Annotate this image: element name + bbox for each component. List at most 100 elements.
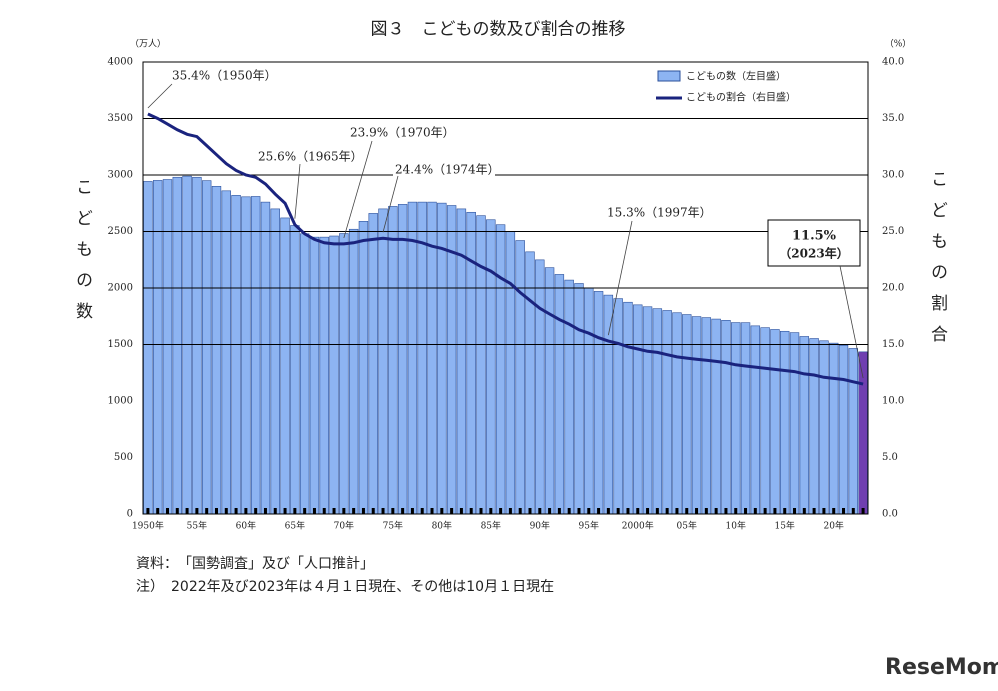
bar [505,231,516,515]
x-tick [861,508,865,514]
x-tick [548,508,552,514]
bar [515,240,525,515]
x-tick-label: 10年 [726,520,746,532]
x-tick-label: 90年 [530,520,550,532]
bar [760,327,770,515]
x-tick-label: 80年 [432,520,452,532]
bar [809,338,819,515]
annotation-arrow [294,163,301,219]
bar [691,316,702,515]
x-tick [822,508,826,514]
bar [388,206,398,515]
bar [319,236,329,515]
bar [290,225,300,515]
bar [544,267,555,515]
y-tick-label: 3500 [108,113,133,124]
x-tick [832,508,836,514]
chart: 図３ こどもの数及び割合の推移 （万人） （%） 0 500 1000 1500 200… [108,20,912,532]
x-tick [793,508,797,514]
annotation: 15.3%（1997年） [607,206,712,220]
bar [780,330,790,515]
bar [299,233,310,515]
bar [378,208,388,515]
x-tick [361,508,365,514]
y-tick-label: 3000 [108,170,133,181]
bar [829,342,839,515]
x-tick [499,508,503,514]
x-tick-label: 75年 [383,520,403,532]
plot-frame [142,61,869,515]
y-title: こどもの数 [72,178,92,333]
chart-title: 図３ こどもの数及び割合の推移 [371,20,626,40]
x-tick [587,508,591,514]
bar [789,332,800,515]
bar [740,322,751,515]
bar [535,259,545,515]
y2-tick-label: 0.0 [882,509,898,520]
y2-tick-label: 20.0 [882,283,904,294]
x-tick [842,508,846,514]
bar [672,312,682,515]
x-tick [773,508,777,514]
annotation-arrow [839,265,864,379]
x-tick [185,508,189,514]
y2-tick-label: 15.0 [882,339,904,350]
bar [201,180,212,515]
y2-tick-label: 35.0 [882,113,904,124]
x-tick [195,508,199,514]
y2-tick-label: 5.0 [882,452,898,463]
x-tick [224,508,228,514]
x-tick [665,508,669,514]
x-tick [391,508,395,514]
x-tick [273,508,277,514]
x-tick-label: 05年 [677,520,697,532]
x-tick-label: 70年 [334,520,354,532]
x-tick [410,508,414,514]
bar [623,301,633,515]
bar [260,201,271,515]
bar [486,219,496,515]
y-tick-label: 1000 [108,396,133,407]
bar [417,201,427,515]
bar [309,236,320,515]
x-tick [440,508,444,514]
legend-label: こどもの割合（右目盛） [686,91,796,104]
bar [721,320,731,515]
x-tick [156,508,160,514]
bar [241,196,251,515]
bar [231,195,241,515]
annotation-arrow [147,83,173,109]
x-tick [165,508,169,514]
bar [427,201,437,515]
x-tick [430,508,434,514]
x-tick-label: 1950年 [132,520,164,532]
annotation: 25.6%（1965年） [258,150,363,164]
x-tick [812,508,816,514]
bar [250,196,261,515]
x-tick [234,508,238,514]
bar [750,325,761,515]
annotation-arrow [607,220,633,336]
x-tick [450,508,454,514]
y2-tick-label: 10.0 [882,396,904,407]
x-tick [420,508,424,514]
x-tick [263,508,267,514]
x-tick [283,508,287,514]
bar [564,279,574,515]
bar [848,348,859,515]
annotation: 24.4%（1974年） [395,163,500,177]
x-tick [214,508,218,514]
bar [554,274,565,515]
x-tick [381,508,385,514]
x-tick [734,508,738,514]
bar [476,215,486,515]
x-tick [744,508,748,514]
x-tick [636,508,640,514]
bar [172,176,182,515]
bar [182,175,192,515]
x-tick [489,508,493,514]
x-tick [538,508,542,514]
x-tick [293,508,297,514]
x-tick-label: 2000年 [622,520,654,532]
x-tick [695,508,699,514]
